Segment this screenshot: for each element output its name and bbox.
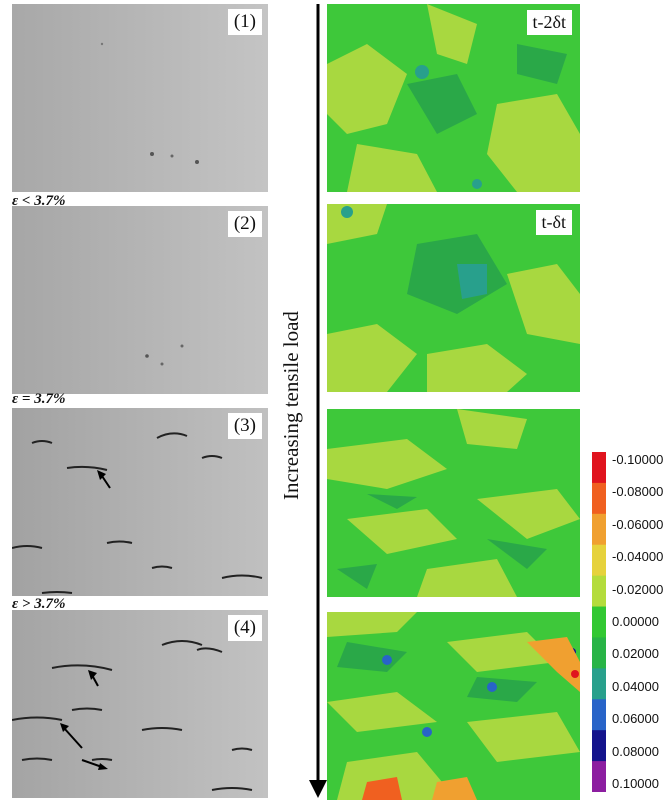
colorbar-segment <box>592 730 606 762</box>
colorbar-tick-label: 0.06000 <box>612 711 659 727</box>
colorbar-segment <box>592 637 606 669</box>
colorbar-tick-label: -0.06000 <box>612 516 664 532</box>
strain-map-image-3 <box>327 409 580 597</box>
colorbar-tick-label: 0.04000 <box>612 678 659 694</box>
colorbar-tick-label: -0.04000 <box>612 549 664 565</box>
micrograph-label-3: (3) <box>227 413 262 439</box>
colorbar-segment <box>592 699 606 731</box>
strain-map-3 <box>327 409 580 597</box>
strain-label-3: ε > 3.7% <box>12 596 66 612</box>
micrograph-panel-3: (3) <box>12 408 268 596</box>
colorbar-segment <box>592 482 606 515</box>
load-arrow <box>309 4 327 798</box>
micrograph-image-1 <box>12 4 268 192</box>
time-label-1: t-2δt <box>526 10 572 35</box>
colorbar-segment <box>592 668 606 700</box>
strain-map-2: t-δt <box>327 204 580 392</box>
micrograph-image-4 <box>12 610 268 798</box>
micrograph-panel-2: (2) <box>12 206 268 394</box>
colorbar-segment <box>592 544 606 577</box>
colorbar-tick-label: 0.08000 <box>612 743 659 759</box>
strain-label-2: ε = 3.7% <box>12 391 66 407</box>
strain-map-4 <box>327 612 580 800</box>
micrograph-label-2: (2) <box>227 211 262 237</box>
strain-map-1: t-2δt <box>327 4 580 192</box>
micrograph-image-2 <box>12 206 268 394</box>
strain-label-1: ε < 3.7% <box>12 193 66 209</box>
micrograph-panel-1: (1) <box>12 4 268 192</box>
load-axis-text: Increasing tensile load <box>279 311 303 500</box>
colorbar-tick-label: -0.10000 <box>612 452 664 467</box>
colorbar-tick-label: 0.02000 <box>612 646 659 662</box>
colorbar-segment <box>592 606 606 638</box>
micrograph-label-1: (1) <box>227 9 262 35</box>
micrograph-label-4: (4) <box>227 615 262 641</box>
colorbar <box>592 452 606 792</box>
colorbar-tick-label: -0.02000 <box>612 581 664 597</box>
colorbar-tick-label: 0.00000 <box>612 614 659 629</box>
strain-map-image-2 <box>327 204 580 392</box>
micrograph-panel-4: (4) <box>12 610 268 798</box>
time-label-2: t-δt <box>535 210 572 235</box>
strain-map-image-4 <box>327 612 580 800</box>
colorbar-segment <box>592 452 606 484</box>
micrograph-image-3 <box>12 408 268 596</box>
colorbar-segment <box>592 513 606 546</box>
colorbar-segment <box>592 575 606 608</box>
colorbar-tick-label: 0.10000 <box>612 776 659 791</box>
strain-map-image-1 <box>327 4 580 192</box>
colorbar-segment <box>592 761 606 792</box>
colorbar-tick-label: -0.08000 <box>612 484 664 500</box>
